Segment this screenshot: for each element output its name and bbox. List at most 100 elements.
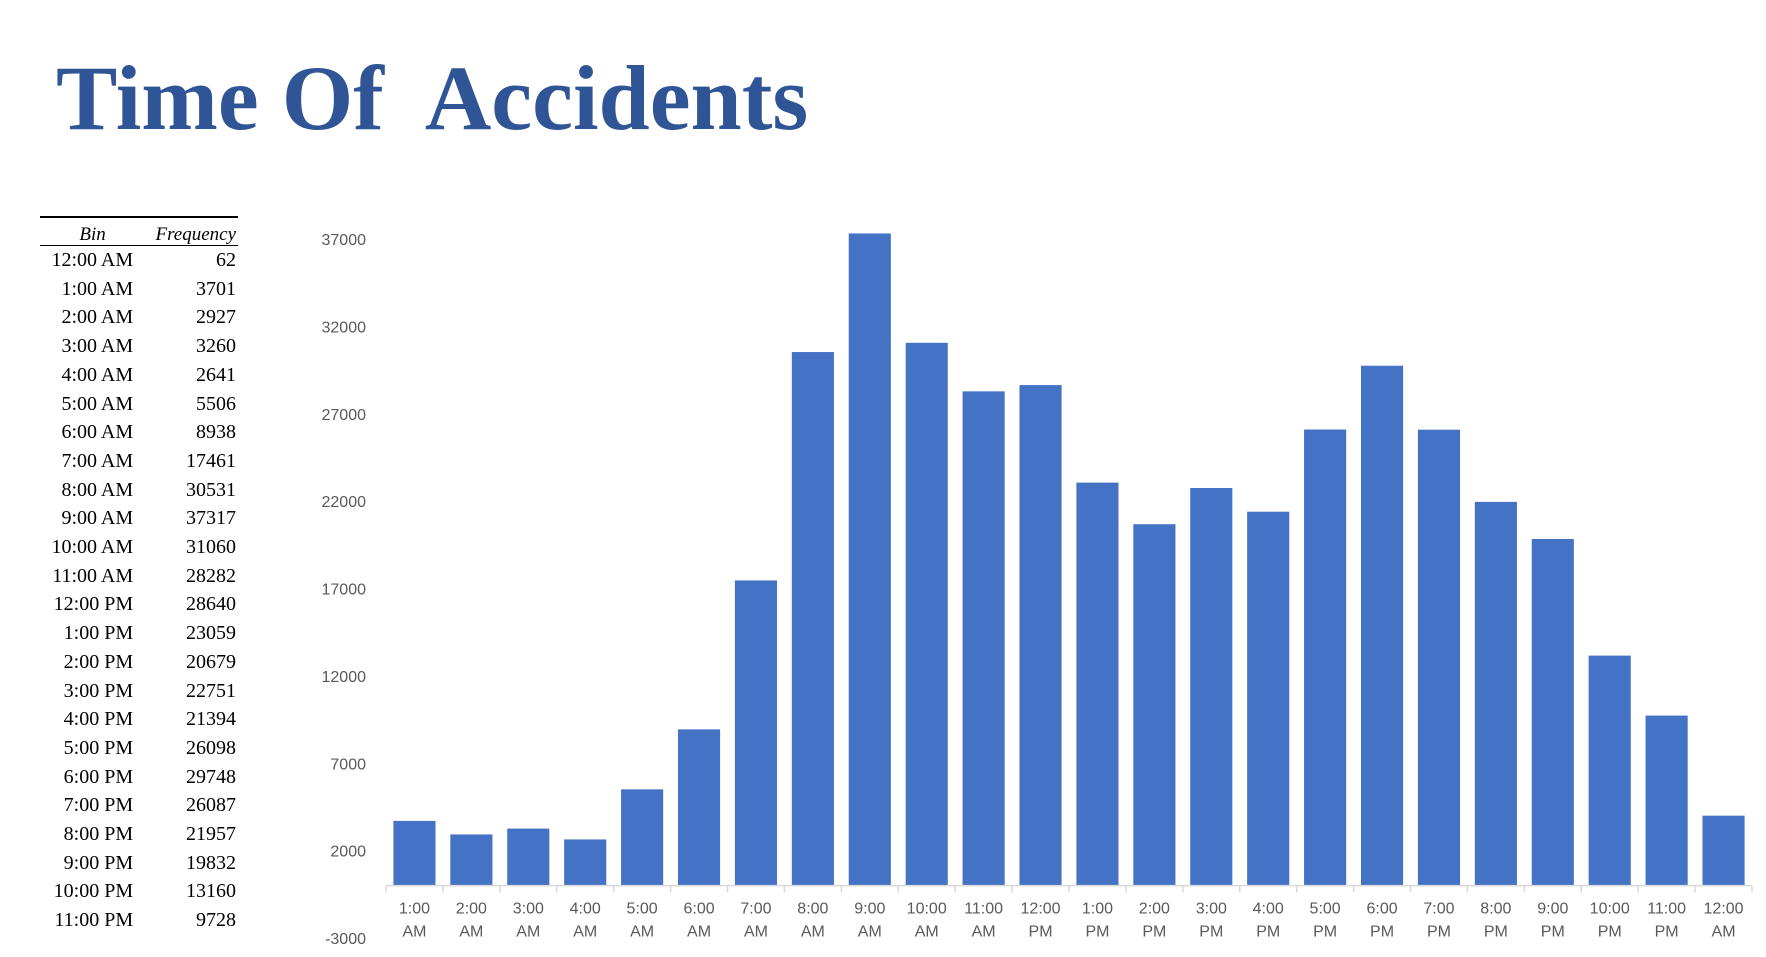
x-tick-label-period: AM <box>744 924 768 941</box>
bin-cell: 8:00 PM <box>63 823 134 846</box>
frequency-cell: 20679 <box>186 650 236 673</box>
bin-cell: 9:00 PM <box>63 851 134 874</box>
table-row: 5:00 AM 5506 <box>40 390 238 419</box>
bin-cell: 3:00 PM <box>63 679 134 702</box>
bar <box>1645 715 1688 886</box>
bar <box>564 839 607 886</box>
table-row: 7:00 AM 17461 <box>40 447 238 476</box>
bar <box>1702 815 1745 886</box>
table-row: 6:00 PM 29748 <box>40 763 238 792</box>
x-tick-label: 7:00 <box>1423 901 1454 918</box>
x-tick-label-period: AM <box>972 924 996 941</box>
bar <box>1076 482 1119 886</box>
bin-cell: 5:00 AM <box>61 392 134 415</box>
x-tick-label: 11:00 <box>1647 901 1686 918</box>
bar <box>677 729 721 886</box>
table-row: 3:00 AM 3260 <box>40 332 238 361</box>
x-tick-label-period: PM <box>1370 924 1394 941</box>
bar <box>1190 488 1233 886</box>
x-tick-label-period: AM <box>858 924 882 941</box>
page-title: Time Of Accidents <box>56 47 809 149</box>
x-tick-label-period: PM <box>1199 924 1223 941</box>
frequency-table-body: 12:00 AM 62 1:00 AM 3701 2:00 AM 2927 3:00 AM 3… <box>40 246 238 935</box>
frequency-cell: 21957 <box>186 823 236 846</box>
x-tick-label-period: PM <box>1142 924 1166 941</box>
table-row: 8:00 AM 30531 <box>40 476 238 505</box>
table-row: 10:00 PM 13160 <box>40 877 238 906</box>
frequency-cell: 28282 <box>186 564 236 587</box>
x-tick-label-period: AM <box>402 924 426 941</box>
x-tick-label-period: PM <box>1427 924 1451 941</box>
bin-cell: 10:00 AM <box>51 536 134 559</box>
y-tick-label: 27000 <box>322 407 367 424</box>
table-row: 4:00 AM 2641 <box>40 361 238 390</box>
frequency-column-header: Frequency <box>145 216 238 246</box>
table-row: 4:00 PM 21394 <box>40 705 238 734</box>
table-row: 9:00 PM 19832 <box>40 849 238 878</box>
frequency-cell: 3260 <box>196 335 236 358</box>
table-row: 7:00 PM 26087 <box>40 791 238 820</box>
bin-cell: 8:00 AM <box>61 478 134 501</box>
x-tick-label: 12:00 <box>1704 901 1744 918</box>
frequency-cell: 2641 <box>196 363 236 386</box>
frequency-cell: 23059 <box>186 622 236 645</box>
table-row: 3:00 PM 22751 <box>40 677 238 706</box>
table-row: 1:00 PM 23059 <box>40 619 238 648</box>
x-tick-label: 2:00 <box>456 901 487 918</box>
x-tick-label: 8:00 <box>1480 901 1511 918</box>
frequency-cell: 26087 <box>186 794 236 817</box>
bin-cell: 6:00 AM <box>61 421 134 444</box>
y-tick-label: 37000 <box>322 232 367 249</box>
x-tick-label-period: AM <box>573 924 597 941</box>
frequency-cell: 30531 <box>186 478 236 501</box>
bar <box>962 391 1005 886</box>
bar <box>507 828 550 886</box>
bin-cell: 4:00 AM <box>61 363 134 386</box>
frequency-cell: 19832 <box>186 851 236 874</box>
x-tick-label: 11:00 <box>964 901 1003 918</box>
table-row: 8:00 PM 21957 <box>40 820 238 849</box>
x-tick-label: 9:00 <box>1537 901 1568 918</box>
x-tick-label: 4:00 <box>1253 901 1284 918</box>
x-tick-label: 1:00 <box>1082 901 1113 918</box>
x-tick-label-period: PM <box>1598 924 1622 941</box>
table-row: 12:00 AM 62 <box>40 246 238 275</box>
y-tick-label: 22000 <box>322 494 367 511</box>
x-tick-label: 4:00 <box>570 901 601 918</box>
bar <box>905 342 948 886</box>
bar <box>1133 524 1176 886</box>
y-tick-label: 12000 <box>322 669 367 686</box>
x-tick-label: 6:00 <box>1366 901 1397 918</box>
y-tick-label: -3000 <box>325 931 366 948</box>
x-tick-label-period: AM <box>630 924 654 941</box>
x-tick-label-period: AM <box>687 924 711 941</box>
frequency-cell: 5506 <box>196 392 236 415</box>
bin-cell: 2:00 PM <box>63 650 134 673</box>
x-tick-label: 9:00 <box>854 901 885 918</box>
frequency-table: Bin Frequency 12:00 AM 62 1:00 AM 3701 2:00 … <box>40 216 238 935</box>
frequency-cell: 21394 <box>186 708 236 731</box>
x-tick-label-period: AM <box>459 924 483 941</box>
bin-cell: 4:00 PM <box>63 708 134 731</box>
bar <box>1531 539 1574 886</box>
frequency-cell: 17461 <box>186 449 236 472</box>
x-tick-label: 6:00 <box>683 901 714 918</box>
table-row: 11:00 PM 9728 <box>40 906 238 935</box>
x-tick-label-period: PM <box>1541 924 1565 941</box>
x-tick-label: 1:00 <box>399 901 430 918</box>
frequency-cell: 13160 <box>186 880 236 903</box>
x-tick-label: 10:00 <box>907 901 947 918</box>
x-tick-label: 2:00 <box>1139 901 1170 918</box>
bin-cell: 3:00 AM <box>61 335 134 358</box>
frequency-cell: 62 <box>216 249 236 271</box>
bin-cell: 6:00 PM <box>63 765 134 788</box>
bin-cell: 12:00 AM <box>51 249 134 271</box>
bar <box>1360 365 1404 886</box>
bar <box>1247 511 1290 886</box>
bar <box>848 233 891 886</box>
x-tick-label-period: AM <box>516 924 540 941</box>
bin-cell: 1:00 PM <box>63 622 134 645</box>
x-tick-label-period: AM <box>801 924 825 941</box>
frequency-cell: 2927 <box>196 306 236 329</box>
